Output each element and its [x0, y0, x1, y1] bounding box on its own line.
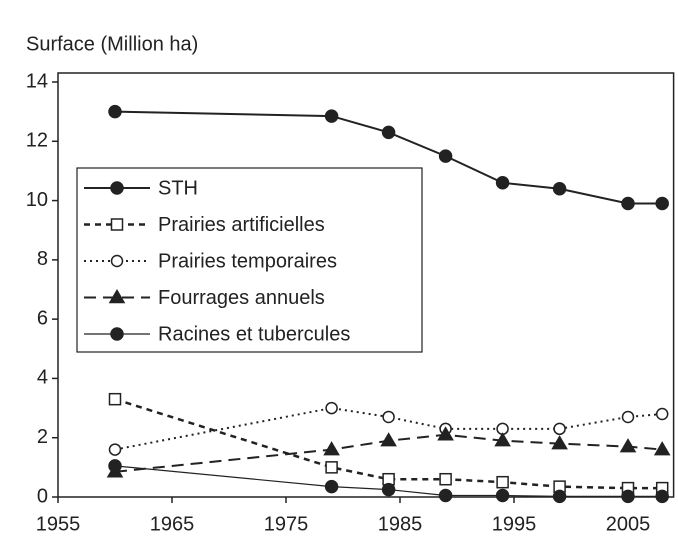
marker	[438, 488, 453, 503]
marker	[325, 461, 338, 474]
marker	[323, 441, 340, 456]
marker	[108, 104, 122, 119]
y-tick-label: 8	[37, 248, 48, 270]
y-tick-label: 6	[37, 307, 48, 329]
marker	[325, 401, 338, 415]
marker	[108, 459, 122, 473]
series-line	[114, 433, 663, 473]
legend-marker	[110, 218, 124, 231]
y-axis-label: Surface (Million ha)	[26, 33, 198, 55]
legend-label: Fourrages annuels	[158, 287, 325, 309]
marker	[324, 479, 339, 494]
y-tick-label: 4	[37, 367, 48, 389]
marker	[382, 410, 395, 424]
marker	[621, 489, 635, 504]
y-tick-label: 0	[37, 485, 48, 507]
marker	[553, 422, 566, 436]
legend-marker	[110, 181, 124, 195]
marker	[380, 432, 397, 447]
legend-label: Prairies artificielles	[158, 214, 325, 236]
marker	[108, 392, 122, 406]
marker	[438, 149, 453, 163]
marker	[108, 443, 122, 456]
x-tick-label: 1975	[264, 513, 309, 535]
marker	[551, 435, 568, 450]
y-tick-label: 10	[26, 189, 48, 211]
marker	[437, 426, 454, 441]
legend-box	[76, 167, 423, 353]
legend-marker	[108, 289, 126, 304]
y-tick-label: 2	[37, 426, 48, 448]
x-tick-label: 1995	[492, 513, 537, 535]
series-line	[114, 110, 663, 205]
marker	[496, 475, 509, 489]
marker	[381, 125, 396, 140]
marker	[495, 176, 510, 190]
marker	[494, 432, 511, 447]
plot-frame	[57, 72, 675, 498]
marker	[621, 410, 635, 424]
marker	[653, 441, 671, 456]
legend-marker	[110, 254, 124, 268]
legend-label: STH	[158, 177, 198, 199]
legend-label: Racines et tubercules	[158, 323, 350, 345]
marker	[619, 438, 637, 453]
marker	[324, 109, 339, 123]
series-line	[114, 465, 663, 498]
x-tick-label: 1985	[378, 513, 423, 535]
marker	[655, 489, 669, 504]
y-tick-label: 12	[26, 130, 48, 152]
marker	[495, 488, 510, 503]
marker	[655, 407, 669, 421]
y-tick-label: 14	[26, 70, 48, 92]
marker	[552, 181, 567, 196]
x-tick-label: 1955	[36, 513, 81, 535]
series-line	[114, 397, 663, 490]
marker	[439, 472, 452, 486]
marker	[655, 196, 669, 211]
marker	[621, 196, 635, 211]
marker	[552, 489, 567, 504]
legend-label: Prairies temporaires	[158, 250, 337, 272]
x-tick-label: 1965	[150, 513, 195, 535]
x-tick-label: 2005	[606, 513, 651, 535]
marker	[381, 482, 396, 497]
legend-marker	[110, 327, 124, 341]
